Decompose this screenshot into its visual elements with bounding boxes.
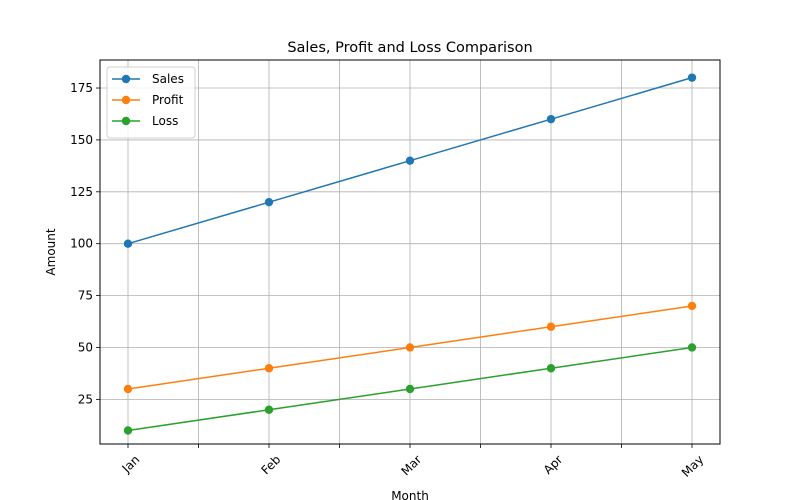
y-tick-label: 50 <box>78 340 93 354</box>
y-axis-label: Amount <box>44 228 58 275</box>
y-tick-label: 75 <box>78 289 93 303</box>
data-point-sales <box>546 114 556 124</box>
data-point-profit <box>264 364 274 373</box>
y-tick-label: 150 <box>70 133 93 147</box>
data-point-loss <box>123 426 133 435</box>
data-point-loss <box>546 364 556 373</box>
legend: Sales Profit Loss <box>106 66 196 139</box>
legend-marker-loss <box>121 116 131 126</box>
data-point-sales <box>264 197 274 207</box>
data-point-loss <box>687 343 697 352</box>
data-point-sales <box>687 73 697 82</box>
data-point-profit <box>546 322 556 331</box>
data-point-sales <box>123 239 133 248</box>
data-point-profit <box>687 301 697 311</box>
data-point-profit <box>123 384 133 394</box>
series-layer <box>123 73 697 435</box>
legend-marker-sales <box>121 74 131 84</box>
data-point-loss <box>405 384 415 394</box>
y-tick-label: 25 <box>78 392 93 406</box>
legend-label-sales: Sales <box>152 72 184 86</box>
legend-label-profit: Profit <box>152 93 184 107</box>
data-point-loss <box>264 405 274 414</box>
y-tick-label: 175 <box>70 81 93 95</box>
data-point-profit <box>405 343 415 352</box>
chart-title: Sales, Profit and Loss Comparison <box>287 40 532 56</box>
y-tick-label: 125 <box>70 185 93 199</box>
y-tick-label: 100 <box>70 237 93 251</box>
legend-marker-profit <box>121 95 131 105</box>
data-point-sales <box>405 156 415 165</box>
legend-label-loss: Loss <box>152 114 178 128</box>
x-axis-label: Month <box>391 489 429 500</box>
